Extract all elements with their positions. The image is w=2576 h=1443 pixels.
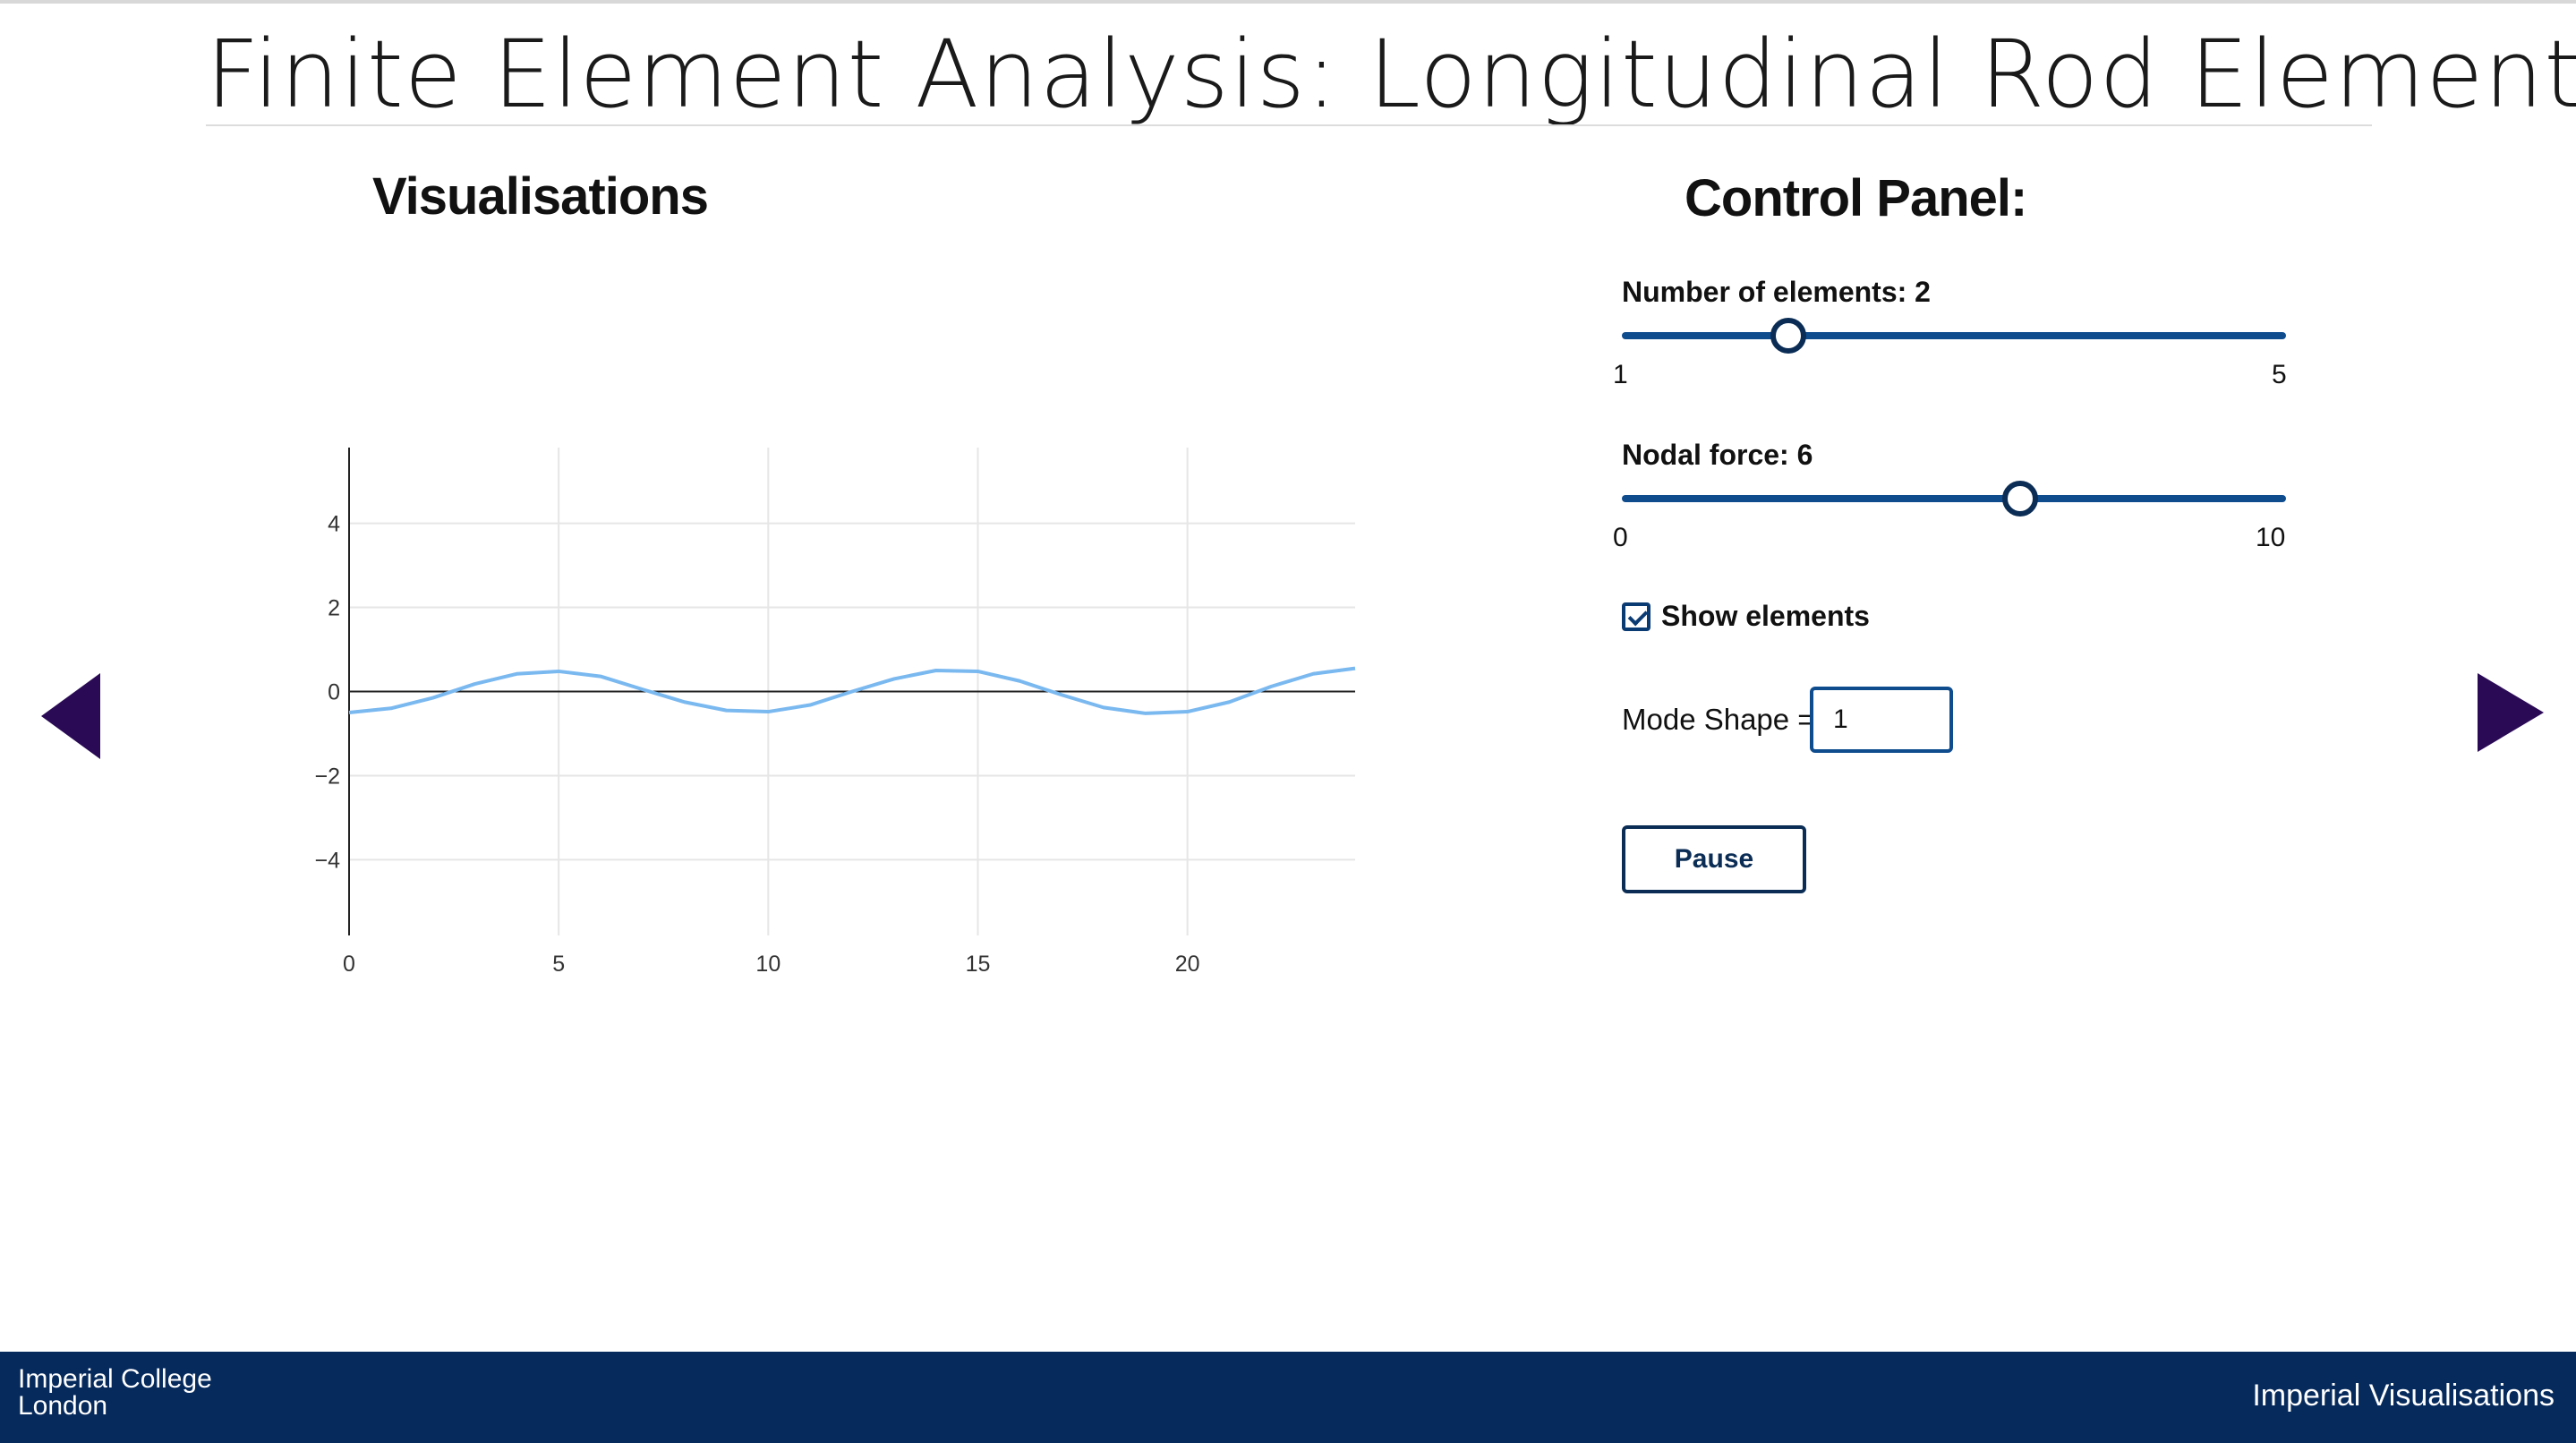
control-panel-heading: Control Panel:: [1685, 169, 2027, 227]
show-elements-row: Show elements: [1622, 600, 1870, 633]
force-slider-min: 0: [1613, 523, 1628, 552]
elements-slider-max: 5: [2272, 360, 2287, 389]
logo-line-2: London: [18, 1391, 108, 1421]
x-tick-label: 10: [755, 952, 780, 977]
chart-grid: [349, 448, 1355, 935]
x-tick-label: 15: [966, 952, 991, 977]
y-tick-label: 2: [328, 596, 340, 621]
visualisations-heading: Visualisations: [372, 167, 709, 226]
logo-line-1: Imperial College: [18, 1364, 212, 1394]
x-tick-label: 0: [343, 952, 355, 977]
x-tick-label: 5: [552, 952, 565, 977]
footer-bar: Imperial College London Imperial Visuali…: [0, 1352, 2576, 1443]
elements-slider-track[interactable]: [1622, 332, 2286, 339]
show-elements-label: Show elements: [1661, 600, 1870, 632]
y-tick-label: −4: [314, 848, 340, 873]
force-slider-thumb[interactable]: [2002, 481, 2039, 517]
page-title: Finite Element Analysis: Longitudinal Ro…: [206, 20, 2576, 129]
elements-slider-label: Number of elements: 2: [1622, 276, 1931, 308]
force-slider-label: Nodal force: 6: [1622, 439, 1813, 471]
footer-site-name[interactable]: Imperial Visualisations: [2252, 1379, 2555, 1413]
y-tick-label: 0: [328, 680, 340, 705]
chart-series: [348, 666, 1356, 715]
title-divider: [206, 124, 2372, 126]
triangle-left-icon[interactable]: [41, 673, 100, 759]
pause-button[interactable]: Pause: [1622, 825, 1806, 893]
x-tick-label: 20: [1175, 952, 1200, 977]
force-slider-track[interactable]: [1622, 495, 2286, 502]
y-tick-label: 4: [328, 512, 340, 537]
elements-slider-min: 1: [1613, 360, 1628, 389]
force-slider-max: 10: [2256, 523, 2286, 552]
triangle-right-icon[interactable]: [2478, 673, 2544, 752]
top-border: [0, 0, 2576, 4]
y-tick-label: −2: [314, 764, 340, 789]
show-elements-checkbox[interactable]: [1622, 602, 1651, 631]
elements-slider-thumb[interactable]: [1770, 318, 1806, 354]
mode-shape-label: Mode Shape =: [1622, 703, 1815, 736]
imperial-logo[interactable]: Imperial College London: [18, 1366, 286, 1420]
displacement-line: [348, 666, 1356, 715]
mode-shape-input[interactable]: [1810, 687, 1953, 753]
